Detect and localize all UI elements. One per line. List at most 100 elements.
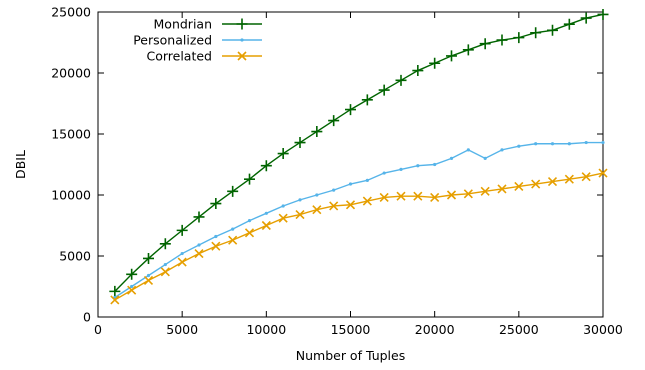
- data-point-correlated: [329, 201, 339, 211]
- data-point-correlated: [110, 295, 120, 305]
- data-point-mondrian: [479, 38, 491, 50]
- data-point-mondrian: [227, 185, 239, 197]
- data-point-correlated: [295, 209, 305, 220]
- data-point-personalized: [399, 167, 403, 171]
- legend-marker-mondrian: [236, 18, 248, 30]
- data-point-personalized: [146, 273, 151, 278]
- data-point-mondrian: [597, 8, 609, 20]
- y-tick-label: 0: [83, 310, 91, 325]
- y-axis-title: DBIL: [13, 150, 28, 179]
- data-point-correlated: [430, 192, 440, 203]
- data-point-personalized: [281, 204, 285, 208]
- data-point-correlated: [261, 220, 271, 231]
- x-tick-label: 15000: [331, 322, 371, 337]
- series-correlated: [110, 168, 608, 305]
- data-point-mondrian: [143, 252, 154, 264]
- y-tick-label: 25000: [51, 5, 91, 20]
- axes: 0 5000 10000 15000 20000 25000 30000 0 5000 10000…: [51, 5, 623, 338]
- data-point-correlated: [345, 200, 356, 210]
- data-point-mondrian: [126, 268, 138, 280]
- data-point-personalized: [231, 227, 235, 231]
- data-point-personalized: [416, 164, 420, 168]
- data-point-mondrian: [361, 94, 373, 106]
- data-point-correlated: [379, 192, 389, 203]
- data-point-correlated: [362, 196, 372, 206]
- data-point-correlated: [547, 177, 558, 187]
- data-point-correlated: [143, 275, 154, 285]
- data-point-correlated: [194, 248, 204, 259]
- data-point-personalized: [449, 156, 454, 160]
- x-tick-label: 30000: [583, 322, 623, 337]
- x-tick-label: 20000: [415, 322, 455, 337]
- data-point-mondrian: [563, 18, 575, 30]
- data-point-correlated: [127, 285, 137, 295]
- series-personalized: [113, 140, 605, 300]
- data-point-personalized: [348, 182, 353, 186]
- legend-label-mondrian: Mondrian: [154, 17, 212, 32]
- data-point-personalized: [130, 284, 134, 289]
- data-point-correlated: [480, 186, 490, 196]
- data-point-personalized: [601, 140, 605, 145]
- data-point-correlated: [463, 189, 473, 199]
- data-point-mondrian: [277, 148, 289, 160]
- data-point-personalized: [550, 142, 555, 146]
- data-point-correlated: [278, 213, 288, 223]
- data-point-personalized: [584, 140, 588, 145]
- data-point-mondrian: [176, 224, 188, 236]
- data-point-mondrian: [378, 84, 390, 96]
- data-point-correlated: [413, 191, 423, 201]
- series-line-mondrian: [114, 13, 604, 292]
- data-point-personalized: [483, 156, 487, 160]
- data-point-correlated: [598, 168, 608, 178]
- data-point-mondrian: [530, 27, 542, 39]
- data-point-correlated: [228, 235, 238, 245]
- data-point-mondrian: [496, 34, 508, 46]
- data-point-correlated: [531, 179, 541, 189]
- data-point-correlated: [160, 267, 170, 277]
- data-point-personalized: [365, 178, 369, 182]
- x-tick-label: 10000: [246, 322, 286, 337]
- data-point-correlated: [396, 191, 406, 201]
- data-point-mondrian: [210, 198, 222, 210]
- data-point-correlated: [497, 184, 507, 194]
- data-point-personalized: [197, 243, 201, 247]
- data-point-personalized: [163, 262, 167, 267]
- data-point-personalized: [500, 148, 504, 152]
- data-point-personalized: [466, 148, 470, 152]
- legend-marker-correlated: [237, 51, 247, 61]
- data-point-personalized: [180, 251, 184, 256]
- y-tick-label: 5000: [59, 249, 91, 264]
- data-point-mondrian: [580, 12, 592, 24]
- data-point-mondrian: [159, 238, 171, 250]
- data-point-mondrian: [429, 57, 441, 69]
- data-point-personalized: [433, 162, 437, 167]
- y-tick-label: 20000: [51, 66, 91, 81]
- data-point-personalized: [517, 144, 521, 148]
- legend-label-personalized: Personalized: [133, 33, 212, 48]
- data-point-correlated: [581, 172, 591, 182]
- data-point-personalized: [382, 171, 386, 175]
- data-point-mondrian: [462, 44, 474, 56]
- data-point-mondrian: [547, 24, 558, 36]
- data-point-correlated: [244, 228, 255, 238]
- data-point-correlated: [312, 205, 322, 215]
- data-point-mondrian: [193, 211, 205, 223]
- data-point-mondrian: [328, 115, 340, 127]
- series-line-personalized: [114, 141, 603, 299]
- data-point-correlated: [446, 190, 457, 200]
- data-point-mondrian: [294, 137, 306, 149]
- x-tick-label: 5000: [166, 322, 198, 337]
- data-point-personalized: [247, 219, 252, 223]
- data-point-correlated: [514, 181, 524, 192]
- y-tick-label: 15000: [51, 127, 91, 142]
- data-point-mondrian: [412, 65, 424, 77]
- series-line-correlated: [114, 172, 604, 301]
- x-axis-title: Number of Tuples: [296, 348, 405, 363]
- data-point-mondrian: [513, 32, 525, 44]
- data-point-personalized: [332, 188, 336, 192]
- data-point-personalized: [264, 211, 268, 215]
- data-point-personalized: [534, 142, 538, 146]
- data-point-personalized: [214, 234, 218, 239]
- data-point-mondrian: [244, 173, 255, 185]
